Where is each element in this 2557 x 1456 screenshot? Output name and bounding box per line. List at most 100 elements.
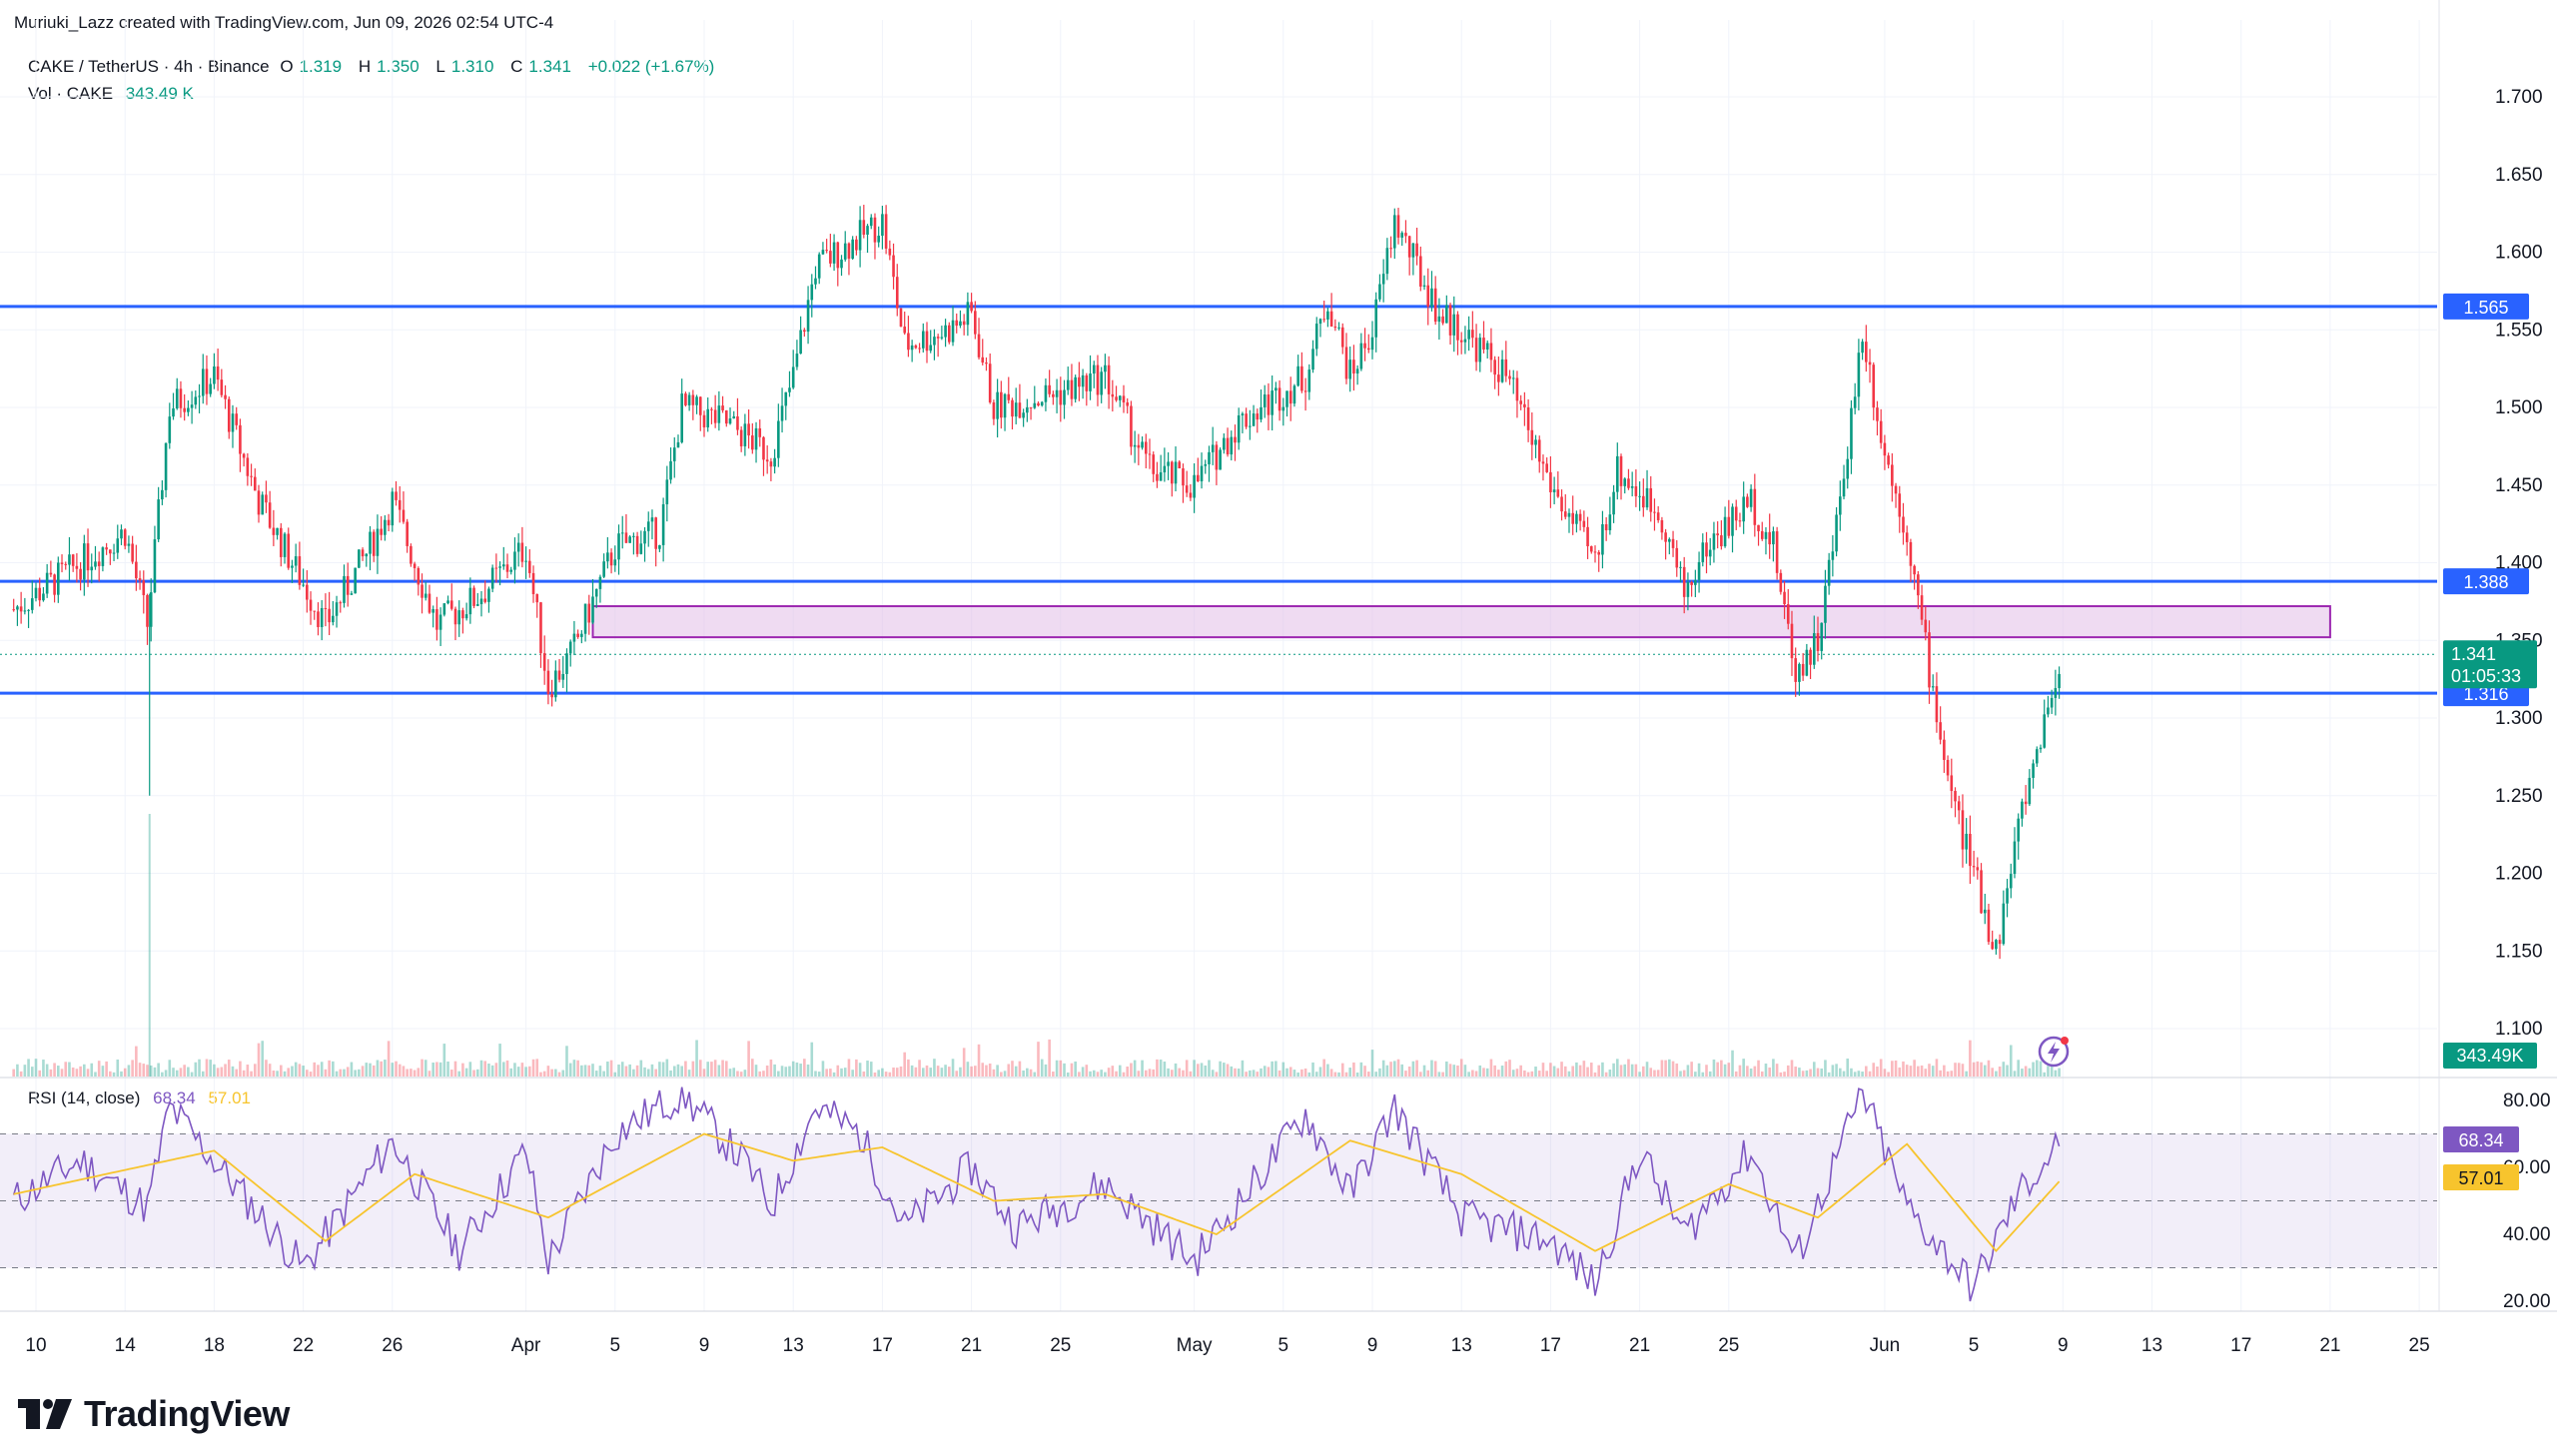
- candle-body: [1961, 810, 1965, 850]
- volume-bar: [475, 1069, 479, 1077]
- candle-body: [1790, 623, 1794, 659]
- candle-body: [138, 578, 142, 581]
- candle-body: [2043, 714, 2047, 748]
- candle-body: [665, 479, 669, 504]
- volume-bar: [1482, 1068, 1485, 1077]
- replay-flash-icon[interactable]: [2038, 1036, 2070, 1068]
- tradingview-wordmark: TradingView: [84, 1393, 290, 1434]
- volume-bar: [1137, 1071, 1141, 1077]
- volume-bar: [873, 1072, 877, 1077]
- candle-body: [1074, 376, 1077, 399]
- candle-body: [1415, 243, 1418, 257]
- axes: 10 14 18 22 26 Apr 5 9 13 17 21 25 May 5 9 13 17 21 25 Jun 5…: [0, 0, 2557, 1356]
- candle-body: [161, 489, 164, 500]
- volume-bar: [86, 1069, 90, 1077]
- candle-body: [1597, 551, 1601, 555]
- candle-body: [1340, 327, 1344, 348]
- candle-body: [1489, 343, 1493, 361]
- candle-body: [620, 532, 624, 534]
- candle-body: [1682, 566, 1686, 597]
- volume-bar: [1939, 1070, 1942, 1077]
- candle-body: [743, 423, 747, 446]
- candle-body: [1500, 359, 1504, 382]
- volume-bar: [1619, 1065, 1623, 1077]
- candle-body: [1511, 377, 1515, 379]
- volume-bar: [1679, 1071, 1682, 1077]
- candle-body: [1578, 513, 1582, 521]
- candle-body: [1846, 458, 1850, 479]
- level-price-text: 1.316: [2463, 684, 2508, 704]
- candle-body: [598, 576, 602, 589]
- horizontal-levels[interactable]: [0, 305, 2437, 695]
- candle-body: [1883, 442, 1887, 456]
- volume-bar: [1894, 1060, 1898, 1077]
- volume-bar: [435, 1062, 438, 1077]
- x-tick-label: 5: [1278, 1335, 1289, 1356]
- rsi-label[interactable]: RSI (14, close): [28, 1089, 141, 1107]
- volume-bar: [955, 1071, 959, 1077]
- volume-bar: [2035, 1060, 2039, 1077]
- zone-rect: [591, 605, 2331, 639]
- candle-body: [1344, 347, 1348, 379]
- volume-bar: [881, 1068, 884, 1077]
- volume-bar: [116, 1059, 120, 1077]
- x-tick-label: 9: [1367, 1335, 1378, 1356]
- volume-bar: [1720, 1060, 1723, 1077]
- volume-bar: [583, 1065, 587, 1077]
- volume-bar: [736, 1071, 739, 1077]
- volume-bar: [161, 1072, 164, 1077]
- volume-bar: [1208, 1060, 1211, 1077]
- volume-bar: [253, 1064, 257, 1077]
- candle-body: [1208, 451, 1211, 464]
- price-tick-label: 1.150: [2495, 941, 2543, 962]
- symbol-label[interactable]: CAKE / TetherUS · 4h · Binance: [28, 57, 270, 76]
- volume-bar: [427, 1071, 431, 1077]
- volume-bar: [1133, 1060, 1137, 1077]
- volume-bar: [1768, 1067, 1771, 1077]
- volume-bar: [654, 1069, 657, 1077]
- candle-body: [1059, 389, 1063, 405]
- volume-bar: [650, 1064, 654, 1077]
- candle-body: [309, 599, 313, 611]
- candle-body: [795, 354, 799, 367]
- candle-body: [1441, 316, 1444, 324]
- candle-body: [702, 414, 706, 427]
- x-tick-label: 21: [961, 1335, 982, 1356]
- volume-bar: [1170, 1070, 1174, 1077]
- volume-bar: [1337, 1072, 1340, 1077]
- candle-body: [602, 561, 605, 577]
- resistance-zone[interactable]: [591, 605, 2331, 639]
- volume-bar: [2006, 1065, 2009, 1077]
- volume-bar: [1530, 1071, 1534, 1077]
- candle-body: [847, 243, 851, 259]
- candle-body: [929, 345, 933, 352]
- volume-bar: [213, 1064, 216, 1077]
- volume-bar: [550, 1069, 553, 1077]
- candle-body: [985, 363, 988, 364]
- candle-body: [287, 533, 291, 568]
- volume-bar: [1463, 1065, 1467, 1077]
- volume-bar: [1753, 1066, 1757, 1077]
- candle-body: [1237, 415, 1241, 443]
- volume-bar: [829, 1069, 832, 1077]
- volume-bar: [294, 1062, 298, 1077]
- volume-bar: [884, 1072, 888, 1077]
- tradingview-logo[interactable]: TradingView: [18, 1393, 290, 1435]
- candle-body: [1716, 533, 1719, 536]
- volume-bar: [732, 1068, 736, 1077]
- candle-body: [272, 527, 276, 535]
- volume-label[interactable]: Vol · CAKE: [28, 84, 114, 103]
- volume-bar: [1278, 1070, 1281, 1077]
- candle-body: [1980, 870, 1983, 914]
- candle-body: [528, 560, 531, 573]
- candle-body: [324, 607, 328, 609]
- candle-body: [672, 447, 676, 461]
- volume-bar: [1987, 1060, 1991, 1077]
- volume-bar: [1664, 1060, 1667, 1077]
- volume-bar: [1898, 1067, 1902, 1077]
- candle-body: [168, 416, 172, 443]
- candle-body: [1275, 387, 1278, 391]
- candle-body: [524, 560, 527, 562]
- candle-body: [153, 539, 157, 593]
